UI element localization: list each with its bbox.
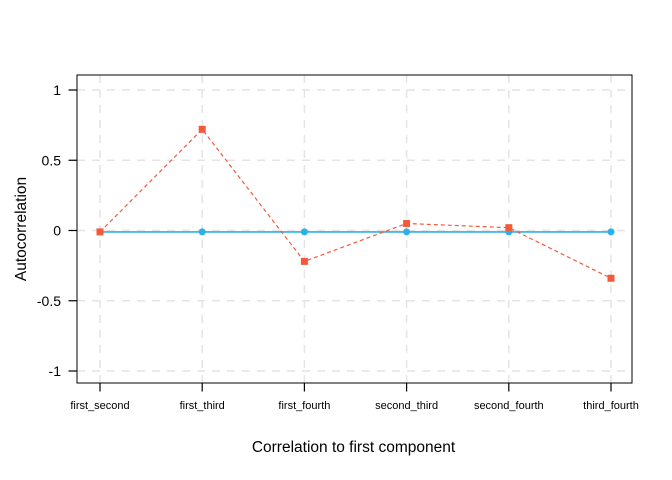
series-blue-solid-circles bbox=[96, 228, 615, 236]
data-point-square bbox=[198, 125, 206, 133]
gridlines bbox=[77, 75, 632, 383]
data-point-square bbox=[96, 228, 104, 236]
data-point-circle bbox=[607, 228, 615, 236]
plot-border bbox=[76, 74, 633, 384]
data-point-square bbox=[505, 224, 513, 232]
series-line-red-dashed-squares bbox=[99, 128, 612, 279]
y-tick-label: 1 bbox=[53, 82, 61, 98]
y-tick-label: -0.5 bbox=[37, 293, 61, 309]
data-point-square bbox=[403, 219, 411, 227]
x-tick-label: third_fourth bbox=[583, 400, 639, 412]
y-tick-label: -1 bbox=[49, 363, 62, 379]
data-point-circle bbox=[403, 228, 411, 236]
y-tick-label: 0 bbox=[53, 223, 61, 239]
x-tick-label: second_third bbox=[375, 400, 438, 412]
y-axis-title: Autocorrelation bbox=[13, 177, 30, 281]
x-axis-title: Correlation to first component bbox=[252, 439, 456, 456]
data-point-square bbox=[300, 257, 308, 265]
data-point-circle bbox=[300, 228, 308, 236]
y-tick-label: 0.5 bbox=[42, 152, 62, 168]
x-tick-label: first_fourth bbox=[278, 400, 330, 412]
x-tick-label: first_second bbox=[70, 400, 129, 412]
axes: 1 0.5 0 -0.5 -1 first_second first_third first_… bbox=[37, 82, 639, 412]
x-tick-label: second_fourth bbox=[474, 400, 544, 412]
series-red-dashed-squares bbox=[96, 125, 615, 282]
x-tick-label: first_third bbox=[180, 400, 225, 412]
data-point-circle bbox=[198, 228, 206, 236]
data-point-square bbox=[607, 274, 615, 282]
